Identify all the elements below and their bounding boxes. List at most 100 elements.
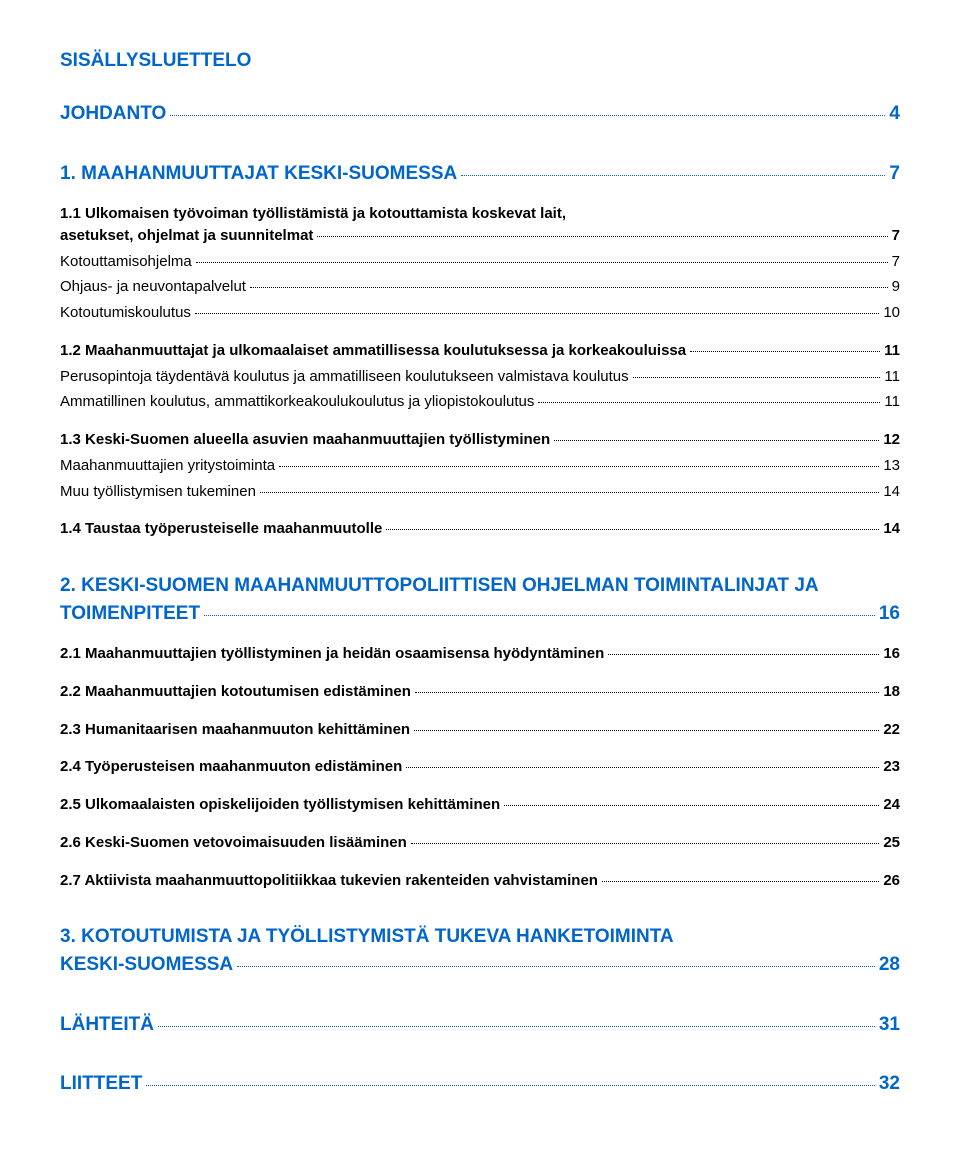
toc-entry: 2.3 Humanitaarisen maahanmuuton kehittäm…	[60, 719, 900, 741]
toc-entry: 2.6 Keski-Suomen vetovoimaisuuden lisääm…	[60, 832, 900, 854]
toc-container: JOHDANTO 4 1. MAAHANMUUTTAJAT KESKI-SUOMES…	[60, 100, 900, 1098]
toc-entry: 1.3 Keski-Suomen alueella asuvien maahan…	[60, 429, 900, 451]
toc-page-number: 12	[883, 429, 900, 451]
vertical-gap	[60, 132, 900, 160]
toc-entry: 2.4 Työperusteisen maahanmuuton edistämi…	[60, 756, 900, 778]
toc-entry-label-line1: 1.1 Ulkomaisen työvoiman työllistämistä …	[60, 203, 900, 225]
toc-entry-label: 2.6 Keski-Suomen vetovoimaisuuden lisääm…	[60, 832, 407, 854]
toc-leader	[317, 236, 887, 237]
toc-entry-label-line1: 2. KESKI-SUOMEN MAAHANMUUTTOPOLIITTISEN …	[60, 572, 900, 600]
toc-page-number: 11	[884, 340, 900, 362]
toc-leader	[204, 615, 875, 616]
toc-page-number: 25	[883, 832, 900, 854]
toc-entry: LÄHTEITÄ 31	[60, 1011, 900, 1039]
toc-entry-label: Kotoutumiskoulutus	[60, 302, 191, 324]
toc-leader	[690, 351, 880, 352]
toc-entry: 1.2 Maahanmuuttajat ja ulkomaalaiset amm…	[60, 340, 900, 362]
toc-leader	[411, 843, 880, 844]
toc-entry-label: LÄHTEITÄ	[60, 1011, 154, 1039]
toc-page-number: 18	[883, 681, 900, 703]
toc-entry: Kotouttamisohjelma 7	[60, 251, 900, 273]
toc-leader	[504, 805, 879, 806]
toc-entry: asetukset, ohjelmat ja suunnitelmat7	[60, 225, 900, 247]
toc-page-number: 14	[883, 518, 900, 540]
toc-page-number: 7	[892, 251, 900, 273]
toc-entry: KESKI-SUOMESSA 28	[60, 951, 900, 979]
toc-entry: TOIMENPITEET 16	[60, 600, 900, 628]
toc-entry-label: TOIMENPITEET	[60, 600, 200, 628]
toc-entry: Ohjaus- ja neuvontapalvelut 9	[60, 276, 900, 298]
toc-leader	[195, 313, 879, 314]
toc-entry: Perusopintoja täydentävä koulutus ja amm…	[60, 366, 900, 388]
toc-leader	[260, 492, 879, 493]
toc-entry-label: Ammatillinen koulutus, ammattikorkeakoul…	[60, 391, 534, 413]
toc-leader	[170, 115, 885, 116]
toc-entry-label: Maahanmuuttajien yritystoiminta	[60, 455, 275, 477]
vertical-gap	[60, 1042, 900, 1070]
toc-page-number: 26	[883, 870, 900, 892]
vertical-gap	[60, 707, 900, 719]
vertical-gap	[60, 983, 900, 1011]
toc-entry: 2.7 Aktiivista maahanmuuttopolitiikkaa t…	[60, 870, 900, 892]
toc-leader	[279, 466, 879, 467]
toc-page-number: 11	[884, 391, 900, 413]
toc-page-number: 7	[889, 160, 900, 188]
toc-entry: Ammatillinen koulutus, ammattikorkeakoul…	[60, 391, 900, 413]
toc-entry-label: JOHDANTO	[60, 100, 166, 128]
toc-entry: 2.5 Ulkomaalaisten opiskelijoiden työlli…	[60, 794, 900, 816]
vertical-gap	[60, 744, 900, 756]
toc-page-number: 13	[883, 455, 900, 477]
toc-entry: JOHDANTO 4	[60, 100, 900, 128]
toc-entry-label: LIITTEET	[60, 1070, 142, 1098]
toc-page-number: 28	[879, 951, 900, 979]
toc-leader	[461, 175, 885, 176]
toc-page-number: 24	[883, 794, 900, 816]
toc-leader	[386, 529, 879, 530]
toc-leader	[196, 262, 888, 263]
toc-entry-label: Ohjaus- ja neuvontapalvelut	[60, 276, 246, 298]
toc-page-number: 14	[883, 481, 900, 503]
toc-entry: 2.1 Maahanmuuttajien työllistyminen ja h…	[60, 643, 900, 665]
toc-leader	[414, 730, 879, 731]
toc-entry: 1.4 Taustaa työperusteiselle maahanmuuto…	[60, 518, 900, 540]
toc-page-number: 22	[883, 719, 900, 741]
vertical-gap	[60, 782, 900, 794]
toc-page-number: 31	[879, 1011, 900, 1039]
toc-entry-label: 2.5 Ulkomaalaisten opiskelijoiden työlli…	[60, 794, 500, 816]
toc-leader	[538, 402, 880, 403]
toc-entry-label: 2.7 Aktiivista maahanmuuttopolitiikkaa t…	[60, 870, 598, 892]
toc-entry: Maahanmuuttajien yritystoiminta 13	[60, 455, 900, 477]
vertical-gap	[60, 417, 900, 429]
vertical-gap	[60, 895, 900, 923]
toc-page-number: 11	[884, 366, 900, 388]
toc-page-number: 16	[879, 600, 900, 628]
vertical-gap	[60, 858, 900, 870]
toc-entry: Kotoutumiskoulutus 10	[60, 302, 900, 324]
toc-leader	[608, 654, 879, 655]
toc-entry: Muu työllistymisen tukeminen14	[60, 481, 900, 503]
toc-entry-label: KESKI-SUOMESSA	[60, 951, 233, 979]
toc-entry-label: 1.2 Maahanmuuttajat ja ulkomaalaiset amm…	[60, 340, 686, 362]
toc-leader	[158, 1026, 875, 1027]
toc-entry-label: Perusopintoja täydentävä koulutus ja amm…	[60, 366, 629, 388]
toc-entry-label: 1. MAAHANMUUTTAJAT KESKI-SUOMESSA	[60, 160, 457, 188]
toc-page-number: 4	[889, 100, 900, 128]
toc-page-number: 9	[892, 276, 900, 298]
vertical-gap	[60, 328, 900, 340]
toc-entry-label: 2.2 Maahanmuuttajien kotoutumisen edistä…	[60, 681, 411, 703]
vertical-gap	[60, 669, 900, 681]
toc-page-number: 7	[892, 225, 900, 247]
toc-entry-label: 2.4 Työperusteisen maahanmuuton edistämi…	[60, 756, 402, 778]
toc-entry: 2.2 Maahanmuuttajien kotoutumisen edistä…	[60, 681, 900, 703]
toc-leader	[250, 287, 888, 288]
toc-page-number: 10	[883, 302, 900, 324]
toc-leader	[415, 692, 879, 693]
toc-entry-label: 2.1 Maahanmuuttajien työllistyminen ja h…	[60, 643, 604, 665]
toc-leader	[602, 881, 879, 882]
toc-leader	[406, 767, 879, 768]
toc-leader	[633, 377, 881, 378]
toc-entry: 1. MAAHANMUUTTAJAT KESKI-SUOMESSA 7	[60, 160, 900, 188]
toc-entry-label: Kotouttamisohjelma	[60, 251, 192, 273]
vertical-gap	[60, 191, 900, 203]
toc-entry-label-line1: 3. KOTOUTUMISTA JA TYÖLLISTYMISTÄ TUKEVA…	[60, 923, 900, 951]
